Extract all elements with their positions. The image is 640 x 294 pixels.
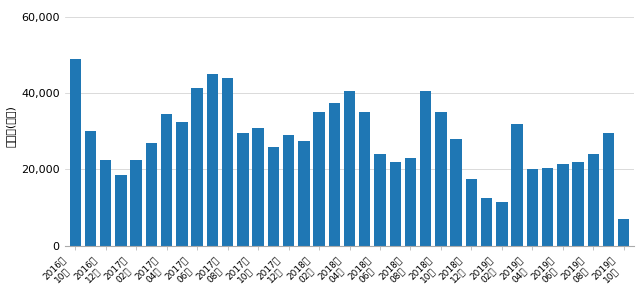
- Bar: [252, 128, 264, 246]
- Bar: [374, 154, 386, 246]
- Bar: [466, 179, 477, 246]
- Bar: [404, 158, 416, 246]
- Bar: [222, 78, 234, 246]
- Bar: [390, 162, 401, 246]
- Bar: [557, 164, 568, 246]
- Bar: [131, 160, 142, 246]
- Bar: [207, 74, 218, 246]
- Bar: [314, 112, 324, 246]
- Bar: [603, 133, 614, 246]
- Bar: [237, 133, 248, 246]
- Bar: [328, 103, 340, 246]
- Bar: [268, 147, 279, 246]
- Bar: [542, 168, 554, 246]
- Bar: [191, 88, 203, 246]
- Bar: [359, 112, 371, 246]
- Bar: [283, 135, 294, 246]
- Bar: [84, 131, 96, 246]
- Y-axis label: 거래량(건수): 거래량(건수): [6, 105, 15, 147]
- Bar: [435, 112, 447, 246]
- Bar: [70, 59, 81, 246]
- Bar: [527, 169, 538, 246]
- Bar: [420, 91, 431, 246]
- Bar: [344, 91, 355, 246]
- Bar: [451, 139, 462, 246]
- Bar: [588, 154, 599, 246]
- Bar: [298, 141, 310, 246]
- Bar: [481, 198, 492, 246]
- Bar: [161, 114, 172, 246]
- Bar: [572, 162, 584, 246]
- Bar: [176, 122, 188, 246]
- Bar: [511, 124, 523, 246]
- Bar: [100, 160, 111, 246]
- Bar: [115, 175, 127, 246]
- Bar: [496, 202, 508, 246]
- Bar: [618, 219, 630, 246]
- Bar: [146, 143, 157, 246]
